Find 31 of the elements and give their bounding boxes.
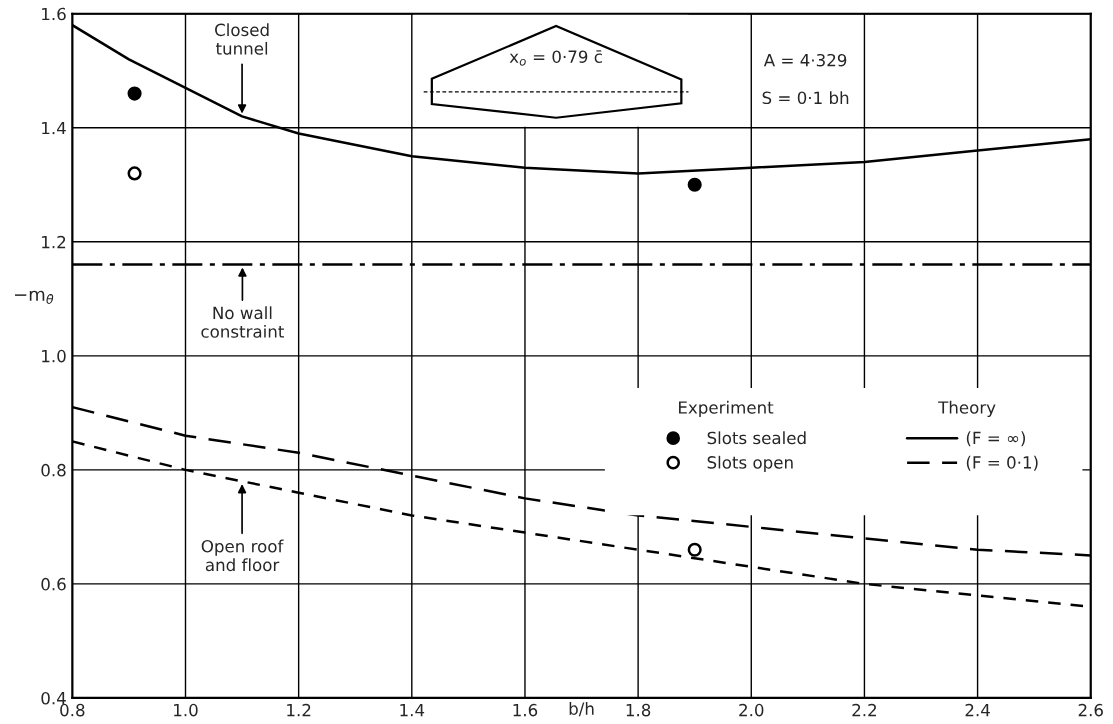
annotation: x$_{o}$ = 0·79 c̄ bbox=[509, 50, 602, 66]
x-axis-title: b/h bbox=[569, 702, 594, 717]
x-tick-label: 0.8 bbox=[60, 703, 85, 717]
legend-label: Slots sealed bbox=[707, 431, 806, 445]
y-tick-label: 1.4 bbox=[42, 121, 66, 135]
legend-label: Slots open bbox=[707, 455, 793, 472]
x-tick-label: 1.0 bbox=[174, 703, 198, 717]
y-tick-label: 1.6 bbox=[42, 7, 66, 21]
x-tick-label: 1.2 bbox=[287, 703, 311, 717]
ref-line-label: No wall constraint bbox=[201, 306, 284, 338]
x-tick-label: 2.0 bbox=[739, 703, 764, 717]
x-tick-label: 1.4 bbox=[400, 704, 425, 717]
x-tick-label: 2.2 bbox=[852, 703, 877, 717]
y-tick-label: 0.8 bbox=[41, 463, 66, 477]
x-tick-label: 1.6 bbox=[513, 703, 538, 717]
y-axis-title: −m$_{θ̇}$ bbox=[14, 290, 54, 304]
annotation: Open roof and floor bbox=[201, 539, 284, 572]
y-tick-label: 1.2 bbox=[42, 235, 66, 249]
annotation: Closed tunnel bbox=[215, 23, 269, 55]
x-tick-label: 2.6 bbox=[1078, 703, 1103, 717]
y-tick-label: 0.4 bbox=[41, 691, 66, 705]
y-tick-label: 0.6 bbox=[41, 577, 66, 591]
legend-label: (F = ∞) bbox=[966, 431, 1026, 447]
y-tick-label: 1.0 bbox=[42, 349, 66, 363]
legend-label: (F = 0·1) bbox=[966, 455, 1038, 471]
annotation: S = 0·1 bh bbox=[762, 91, 849, 105]
annotation: Experiment bbox=[679, 400, 774, 417]
x-tick-label: 1.8 bbox=[626, 703, 651, 717]
x-tick-label: 2.4 bbox=[965, 703, 990, 717]
annotation: A = 4·329 bbox=[763, 53, 847, 67]
annotation: Theory bbox=[938, 400, 996, 417]
